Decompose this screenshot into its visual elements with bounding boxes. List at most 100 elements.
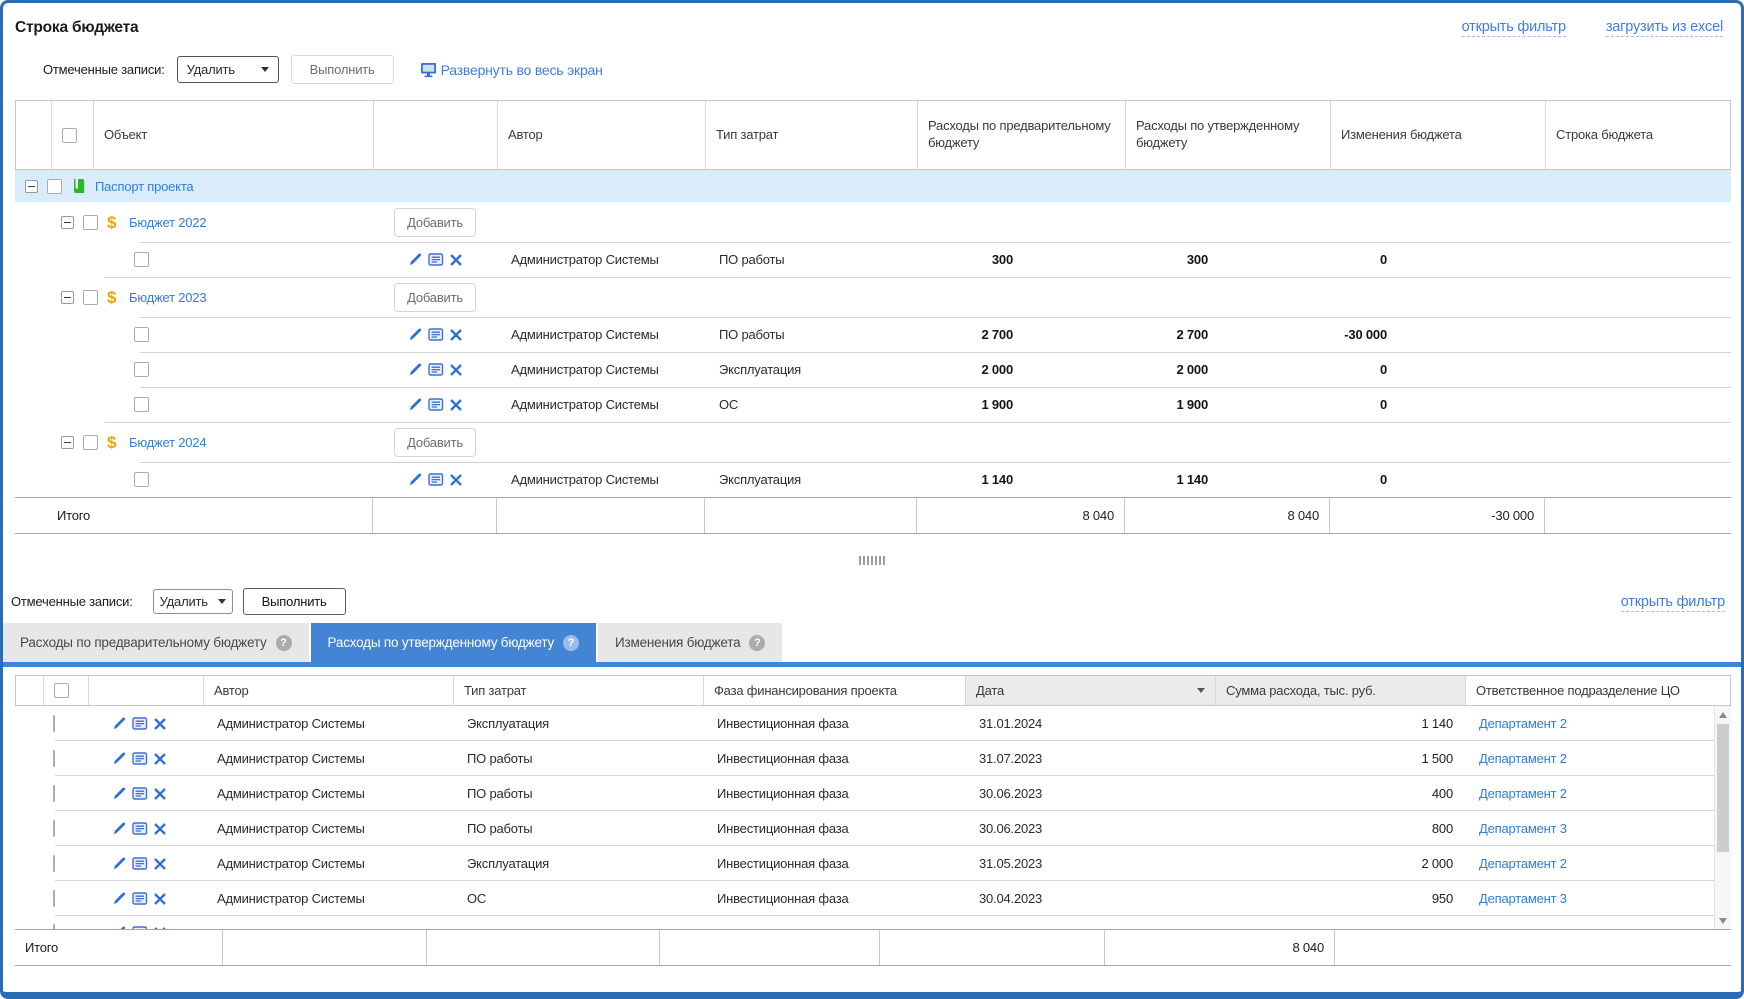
edit-icon[interactable] (408, 397, 423, 412)
row-checkbox[interactable] (53, 820, 55, 837)
edit-icon[interactable] (408, 327, 423, 342)
row-checkbox[interactable] (53, 855, 55, 872)
row-checkbox[interactable] (134, 252, 149, 267)
delete-icon[interactable] (449, 473, 463, 487)
splitter-grip-icon[interactable] (859, 555, 885, 565)
copy-icon[interactable] (132, 716, 148, 731)
header-cell-phase[interactable]: Фаза финансирования проекта (704, 676, 966, 705)
budget-group-link[interactable]: Бюджет 2022 (129, 214, 207, 230)
author-cell: Администратор Системы (217, 716, 365, 731)
row-checkbox[interactable] (134, 327, 149, 342)
header-cell-author[interactable]: Автор (204, 676, 454, 705)
header-cell-select-all (44, 676, 89, 705)
help-icon[interactable] (563, 634, 580, 651)
delete-icon[interactable] (153, 822, 167, 836)
header-cell-cost-type[interactable]: Тип затрат (454, 676, 704, 705)
copy-icon[interactable] (427, 397, 444, 412)
collapse-icon[interactable] (25, 179, 38, 193)
row-checkbox[interactable] (53, 785, 55, 802)
action-select[interactable]: Удалить (152, 589, 233, 614)
row-checkbox[interactable] (83, 434, 98, 450)
copy-icon[interactable] (132, 925, 148, 929)
delete-icon[interactable] (153, 717, 167, 731)
select-all-checkbox[interactable] (62, 127, 77, 143)
delete-icon[interactable] (153, 926, 167, 929)
edit-icon[interactable] (408, 362, 423, 377)
action-select[interactable]: Удалить (176, 56, 279, 83)
load-from-excel-link[interactable]: загрузить из excel (1605, 19, 1723, 37)
row-checkbox[interactable] (47, 178, 62, 194)
header-cell-amount[interactable]: Сумма расхода, тыс. руб. (1216, 676, 1466, 705)
row-checkbox[interactable] (83, 289, 98, 305)
department-link[interactable]: Департамент 2 (1479, 786, 1567, 801)
copy-icon[interactable] (132, 751, 148, 766)
delete-icon[interactable] (449, 328, 463, 342)
header-cell-date[interactable]: Дата (966, 676, 1216, 705)
help-icon[interactable] (275, 634, 292, 651)
collapse-icon[interactable] (61, 290, 74, 304)
department-link[interactable]: Департамент 2 (1479, 856, 1567, 871)
row-checkbox[interactable] (134, 472, 149, 487)
scroll-up-button[interactable] (1715, 706, 1731, 723)
copy-icon[interactable] (427, 327, 444, 342)
scrollbar-thumb[interactable] (1717, 724, 1729, 852)
copy-icon[interactable] (427, 252, 444, 267)
edit-icon[interactable] (112, 821, 127, 836)
open-filter-link-bottom[interactable]: открыть фильтр (1620, 594, 1725, 612)
row-checkbox[interactable] (134, 397, 149, 412)
delete-icon[interactable] (153, 787, 167, 801)
delete-icon[interactable] (449, 253, 463, 267)
header-cell-department[interactable]: Ответственное подразделение ЦО (1476, 683, 1680, 698)
copy-icon[interactable] (132, 786, 148, 801)
edit-icon[interactable] (112, 891, 127, 906)
department-link[interactable]: Департамент 3 (1479, 891, 1567, 906)
collapse-icon[interactable] (61, 435, 74, 449)
budget-group-link[interactable]: Бюджет 2024 (129, 434, 207, 450)
delete-icon[interactable] (153, 857, 167, 871)
select-all-checkbox[interactable] (54, 683, 69, 698)
execute-button[interactable]: Выполнить (242, 588, 346, 615)
tab-budget-changes[interactable]: Изменения бюджета (598, 623, 783, 662)
copy-icon[interactable] (427, 362, 444, 377)
row-checkbox[interactable] (83, 214, 98, 230)
open-filter-link[interactable]: открыть фильтр (1461, 19, 1566, 37)
department-link[interactable]: Департамент 2 (1479, 716, 1567, 731)
delete-icon[interactable] (153, 892, 167, 906)
row-checkbox[interactable] (53, 715, 55, 732)
add-button[interactable]: Добавить (394, 207, 476, 237)
copy-icon[interactable] (132, 891, 148, 906)
add-button[interactable]: Добавить (394, 427, 476, 457)
delete-icon[interactable] (449, 398, 463, 412)
edit-icon[interactable] (408, 472, 423, 487)
edit-icon[interactable] (112, 925, 127, 929)
edit-icon[interactable] (112, 786, 127, 801)
edit-icon[interactable] (408, 252, 423, 267)
vertical-scrollbar[interactable] (1714, 706, 1731, 929)
edit-icon[interactable] (112, 716, 127, 731)
tab-approved-expenses[interactable]: Расходы по утвержденному бюджету (310, 623, 597, 662)
row-checkbox[interactable] (134, 362, 149, 377)
sort-desc-icon[interactable] (1197, 688, 1205, 693)
tab-prelim-expenses[interactable]: Расходы по предварительному бюджету (3, 623, 309, 662)
edit-icon[interactable] (112, 751, 127, 766)
department-link[interactable]: Департамент 2 (1479, 751, 1567, 766)
help-icon[interactable] (749, 634, 766, 651)
copy-icon[interactable] (132, 856, 148, 871)
edit-icon[interactable] (112, 856, 127, 871)
execute-button[interactable]: Выполнить (290, 55, 394, 84)
budget-group-link[interactable]: Бюджет 2023 (129, 289, 207, 305)
row-checkbox[interactable] (53, 890, 55, 907)
copy-icon[interactable] (427, 472, 444, 487)
fullscreen-link[interactable]: Развернуть во весь экран (420, 62, 603, 78)
delete-icon[interactable] (449, 363, 463, 377)
department-link[interactable]: Департамент 3 (1479, 821, 1567, 836)
tree-cell: Паспорт проекта (15, 178, 373, 194)
scroll-down-button[interactable] (1715, 912, 1731, 929)
row-checkbox[interactable] (53, 924, 55, 929)
row-checkbox[interactable] (53, 750, 55, 767)
delete-icon[interactable] (153, 752, 167, 766)
project-passport-link[interactable]: Паспорт проекта (95, 178, 194, 194)
add-button[interactable]: Добавить (394, 282, 476, 312)
copy-icon[interactable] (132, 821, 148, 836)
collapse-icon[interactable] (61, 215, 74, 229)
